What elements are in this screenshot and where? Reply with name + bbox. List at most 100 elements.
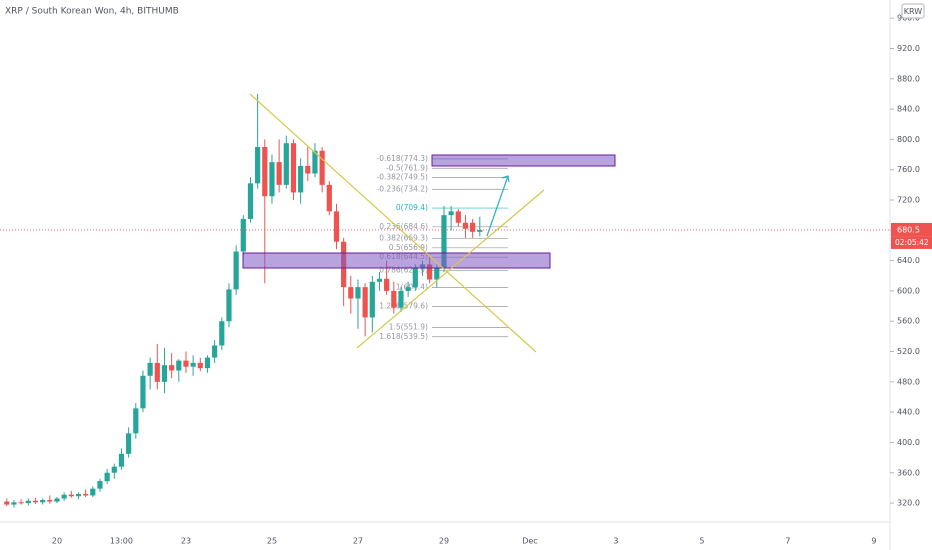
candle-body: [434, 268, 440, 280]
y-tick-label: 600.0: [897, 286, 920, 295]
candle-body: [233, 251, 239, 290]
candle-body: [183, 360, 189, 367]
candle-body: [18, 502, 24, 504]
x-tick-label: 5: [699, 537, 704, 546]
candle-body: [204, 357, 211, 369]
candle-body: [247, 183, 254, 219]
candle-body: [470, 222, 476, 232]
fib-label: 1.5(551.9): [389, 322, 428, 331]
y-tick-label: 320.0: [897, 499, 920, 508]
y-tick-label: 400.0: [897, 438, 920, 447]
x-tick-label: 9: [871, 537, 876, 546]
candle-body: [262, 146, 268, 197]
candle-body: [197, 362, 203, 369]
candle-body: [176, 360, 182, 371]
y-tick-label: 480.0: [897, 377, 920, 386]
candle-body: [290, 143, 297, 193]
fib-label: 0.786(626.9): [379, 266, 428, 275]
fib-label: 1.618(539.5): [379, 332, 428, 341]
candle-body: [68, 494, 74, 497]
candle-body: [212, 345, 218, 358]
x-tick-label: 23: [181, 537, 191, 546]
last-price-label: 680.5: [897, 225, 920, 234]
candle-body: [391, 290, 397, 308]
candle-body: [362, 287, 368, 318]
last-price-box: [891, 222, 932, 237]
candle-body: [240, 218, 246, 252]
candle-body: [441, 215, 447, 269]
y-tick-label: 880.0: [897, 74, 920, 83]
trend-line: [356, 189, 545, 349]
zone: [431, 154, 616, 167]
candle-body: [32, 500, 39, 503]
candle-body: [269, 162, 275, 197]
fib-label: 0.382(669.3): [379, 233, 428, 242]
candle-body: [25, 500, 31, 504]
candle-body: [255, 146, 261, 184]
countdown: 02:05:42: [895, 238, 929, 247]
x-tick-label: 13:00: [110, 537, 133, 546]
candle-body: [190, 362, 196, 367]
candle-body: [61, 494, 67, 499]
candle-body: [477, 229, 483, 232]
x-tick-label: 7: [785, 537, 790, 546]
fib-label: 0.5(656.9): [389, 243, 428, 252]
candle-body: [90, 488, 96, 496]
candle-body: [47, 500, 53, 502]
candle-body: [161, 365, 168, 382]
candle-body: [83, 493, 89, 496]
candle-body: [147, 362, 153, 376]
candle-body: [298, 165, 304, 193]
y-tick-label: 920.0: [897, 44, 920, 53]
candle-body: [462, 222, 469, 229]
candle-body: [384, 278, 390, 291]
candle-body: [448, 211, 454, 216]
x-tick-label: 29: [439, 537, 449, 546]
candle-body: [369, 281, 375, 318]
candle-body: [405, 287, 411, 291]
candle-body: [398, 290, 404, 308]
y-tick-label: 760.0: [897, 165, 920, 174]
candle-body: [333, 211, 340, 242]
candle-body: [4, 501, 10, 505]
candle-body: [283, 143, 289, 185]
y-tick-label: 800.0: [897, 135, 920, 144]
y-tick-label: 720.0: [897, 196, 920, 205]
x-tick-label: 20: [52, 537, 62, 546]
fib-label: -0.618(774.3): [376, 154, 428, 163]
y-tick-label: 360.0: [897, 468, 920, 477]
candle-body: [104, 472, 110, 482]
candle-body: [305, 165, 311, 174]
y-tick-label: 440.0: [897, 408, 920, 417]
y-tick-label: 560.0: [897, 317, 920, 326]
candle-body: [169, 365, 175, 371]
fib-label: 0.236(684.6): [379, 222, 428, 231]
candle-body: [54, 498, 60, 502]
countdown-box: [891, 236, 932, 249]
x-tick-label: Dec: [522, 537, 537, 546]
trend-line: [249, 93, 537, 353]
candle-body: [219, 321, 225, 346]
candle-body: [326, 184, 332, 212]
candle-body: [355, 287, 361, 299]
fib-label: 1.236(579.6): [379, 301, 428, 310]
candle-body: [133, 408, 139, 434]
fib-label: -0.236(734.2): [376, 184, 428, 193]
arrow: [486, 175, 509, 237]
currency-box: [901, 3, 925, 19]
y-tick-label: 840.0: [897, 105, 920, 114]
candle-body: [455, 211, 461, 223]
price-axis: 320.0 360.0 400.0 440.0 480.0 520.0 560.0 600.0…: [890, 14, 920, 508]
candle-body: [276, 162, 282, 185]
x-tick-label: 3: [613, 537, 618, 546]
fib-label: 1(604.4): [396, 283, 428, 292]
arrow-head: [501, 175, 510, 183]
fib-label: -0.5(761.9): [386, 163, 428, 172]
fib-label: 0(709.4): [396, 203, 428, 212]
candle-body: [11, 502, 17, 505]
currency: KRW: [904, 7, 922, 16]
chart-title: XRP / South Korean Won, 4h, BITHUMB: [5, 7, 179, 17]
candle-body: [412, 268, 418, 288]
